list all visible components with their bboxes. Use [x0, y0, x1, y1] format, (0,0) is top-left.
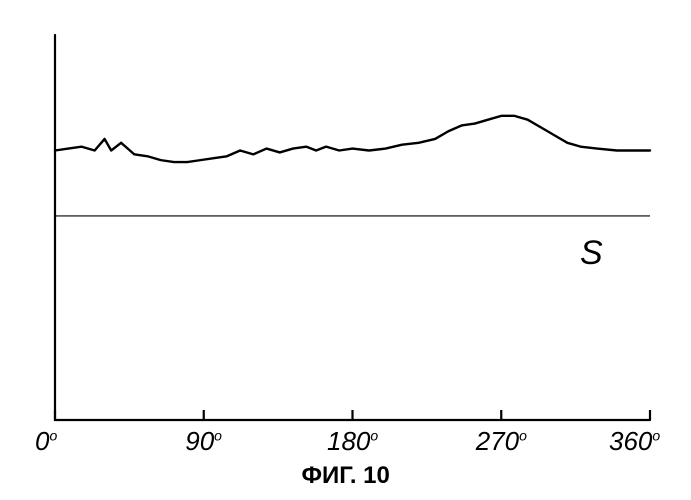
ticks-group [55, 410, 650, 420]
s-label: S [580, 234, 603, 273]
xtick-base: 360 [609, 426, 652, 456]
axes-group [55, 35, 650, 420]
xtick-label: 0o [35, 426, 57, 457]
data-line [55, 116, 650, 162]
xtick-degree: o [519, 427, 527, 443]
xtick-label: 180o [327, 426, 378, 457]
xtick-degree: o [214, 427, 222, 443]
axes-path [55, 35, 650, 420]
xtick-label: 270o [476, 426, 527, 457]
series-group [55, 116, 650, 162]
xtick-degree: o [370, 427, 378, 443]
xtick-base: 0 [35, 426, 49, 456]
figure-caption: ФИГ. 10 [302, 462, 390, 490]
figure-10: S ФИГ. 10 0o90o180o270o360o [0, 0, 691, 500]
xtick-label: 90o [185, 426, 222, 457]
xtick-base: 90 [185, 426, 214, 456]
xtick-base: 180 [327, 426, 370, 456]
xtick-base: 270 [476, 426, 519, 456]
xtick-degree: o [49, 427, 57, 443]
xtick-label: 360o [609, 426, 660, 457]
xtick-degree: o [652, 427, 660, 443]
